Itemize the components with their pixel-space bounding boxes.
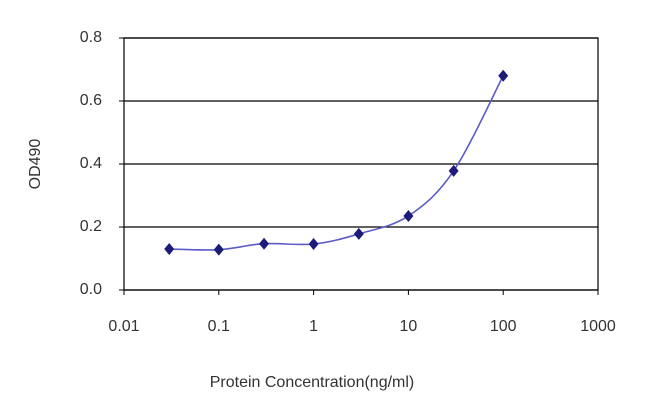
data-point	[259, 237, 270, 250]
data-point	[213, 243, 224, 256]
x-axis-title: Protein Concentration(ng/ml)	[210, 374, 415, 391]
x-tick-label: 10	[400, 318, 418, 335]
data-point	[403, 209, 414, 222]
x-tick-label: 1000	[580, 318, 616, 335]
data-point	[308, 238, 319, 251]
x-tick-label: 0.1	[208, 318, 230, 335]
x-tick-label: 1	[309, 318, 318, 335]
y-tick-label: 0.6	[80, 92, 102, 109]
y-tick-label: 0.4	[80, 155, 102, 172]
x-tick-label: 0.01	[108, 318, 139, 335]
y-tick-label: 0.0	[80, 281, 102, 298]
y-axis-title: OD490	[27, 139, 44, 190]
x-tick-label: 100	[490, 318, 517, 335]
data-point	[353, 227, 364, 240]
y-tick-label: 0.2	[80, 218, 102, 235]
y-tick-label: 0.8	[80, 29, 102, 46]
data-point	[498, 69, 509, 82]
data-point	[164, 243, 175, 256]
data-point	[448, 164, 459, 177]
